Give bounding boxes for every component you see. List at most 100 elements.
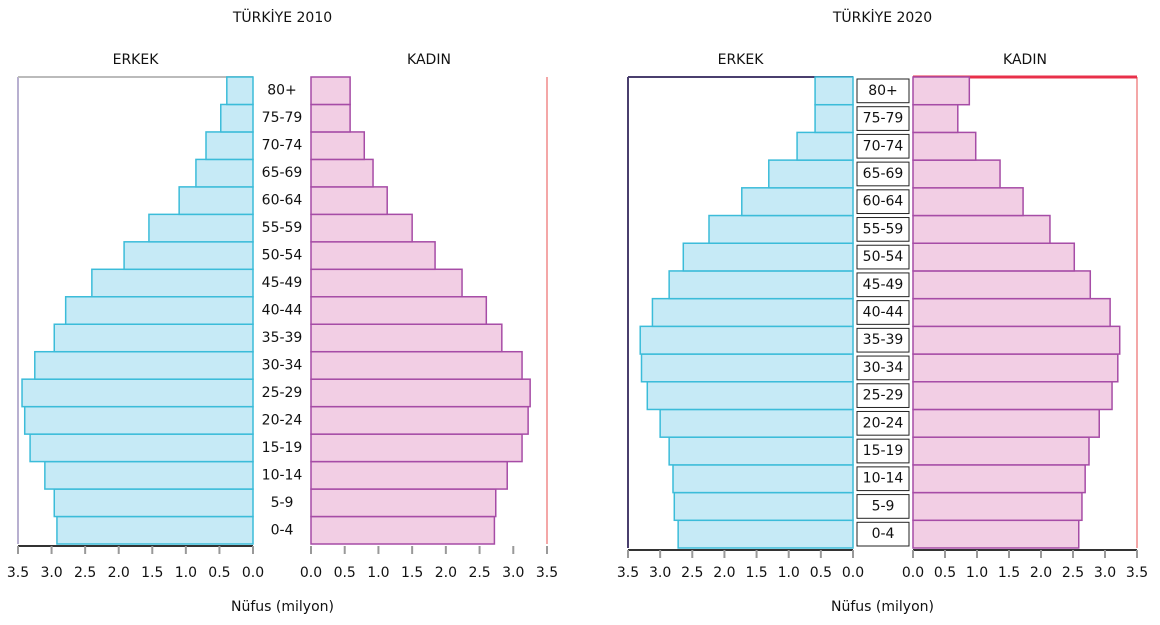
x-tick-label: 1.0 — [778, 565, 800, 581]
category-box — [856, 466, 910, 492]
x-tick-label: 2.0 — [108, 565, 130, 581]
category-label: 20-24 — [863, 415, 904, 431]
male-bar — [668, 436, 854, 466]
x-tick-label: 0.0 — [902, 565, 924, 581]
x-tick-label: 0.5 — [208, 565, 230, 581]
x-tick-label: 0.5 — [934, 565, 956, 581]
female-bar — [310, 515, 496, 545]
male-bar — [677, 519, 854, 549]
female-bar — [912, 408, 1100, 438]
category-label: 40-44 — [863, 305, 904, 321]
male-bar — [814, 103, 854, 134]
category-label: 35-39 — [262, 330, 303, 346]
female-bar — [912, 242, 1076, 272]
category-box — [856, 161, 910, 187]
category-box — [856, 300, 910, 325]
category-box — [856, 410, 910, 436]
female-bar — [310, 131, 366, 161]
female-bar — [310, 323, 503, 353]
female-bar — [912, 131, 977, 161]
category-label: 80+ — [267, 83, 297, 99]
chart-title: TÜRKİYE 2020 — [832, 8, 932, 26]
female-bar — [912, 159, 1001, 189]
x-tick-label: 2.5 — [681, 565, 703, 581]
legend-label: KADIN — [1003, 52, 1047, 68]
x-tick-label: 3.5 — [1126, 565, 1148, 581]
category-label: 45-49 — [863, 277, 904, 293]
male-bar — [53, 323, 254, 353]
female-bar — [310, 378, 531, 408]
male-bar — [640, 353, 854, 383]
female-bar — [310, 268, 463, 298]
category-label: 0-4 — [271, 522, 294, 538]
category-box — [856, 494, 910, 519]
female-bar — [912, 325, 1121, 355]
category-label: 25-29 — [262, 385, 303, 401]
category-box — [856, 272, 910, 298]
female-bar — [310, 76, 351, 106]
x-tick-label: 0.0 — [842, 565, 864, 581]
category-label: 80+ — [868, 83, 898, 99]
male-bar — [21, 378, 254, 408]
category-box — [856, 78, 910, 104]
category-label: 35-39 — [863, 332, 904, 348]
female-bar — [912, 270, 1092, 300]
female-bar — [310, 158, 374, 188]
male-bar — [220, 103, 254, 133]
male-bar — [148, 213, 254, 243]
category-label: 50-54 — [262, 248, 303, 264]
male-bar — [672, 464, 854, 494]
category-label: 40-44 — [262, 303, 303, 319]
male-bar — [44, 460, 254, 490]
x-tick-label: 1.5 — [998, 565, 1020, 581]
male-bar — [741, 187, 854, 217]
x-tick-label: 3.0 — [502, 565, 524, 581]
legend-label: KADIN — [407, 52, 451, 68]
x-tick-label: 1.0 — [175, 565, 197, 581]
male-bar — [91, 268, 254, 298]
male-bar — [53, 488, 254, 518]
x-tick-label: 2.5 — [1062, 565, 1084, 581]
category-box — [856, 383, 910, 408]
category-label: 30-34 — [863, 360, 904, 376]
x-tick-label: 1.5 — [141, 565, 163, 581]
male-bar — [64, 296, 254, 325]
female-bar — [912, 436, 1090, 466]
female-bar — [310, 405, 529, 435]
female-bar — [310, 488, 497, 518]
male-bar — [639, 325, 854, 355]
male-bar — [123, 241, 254, 271]
male-bar — [768, 159, 854, 189]
x-tick-label: 1.5 — [745, 565, 767, 581]
category-label: 10-14 — [262, 467, 303, 483]
x-axis-label: Nüfus (milyon) — [831, 599, 934, 615]
female-bar — [310, 103, 351, 133]
x-tick-label: 0.5 — [334, 565, 356, 581]
female-bar — [310, 186, 388, 216]
category-label: 15-19 — [262, 440, 303, 456]
x-tick-label: 1.0 — [966, 565, 988, 581]
female-bar — [912, 353, 1119, 383]
category-label: 70-74 — [863, 138, 904, 154]
category-label: 65-69 — [863, 166, 904, 182]
female-bar — [310, 296, 488, 325]
male-bar — [195, 158, 254, 188]
category-box — [856, 327, 910, 353]
x-tick-label: 1.0 — [367, 565, 389, 581]
male-bar — [178, 186, 254, 216]
category-label: 20-24 — [262, 412, 303, 428]
category-box — [856, 133, 910, 159]
female-bar — [912, 519, 1080, 549]
x-tick-label: 0.5 — [810, 565, 832, 581]
category-label: 5-9 — [872, 498, 895, 514]
category-label: 25-29 — [863, 388, 904, 404]
x-tick-label: 2.0 — [713, 565, 735, 581]
female-bar — [912, 381, 1113, 411]
male-bar — [673, 491, 854, 522]
category-box — [856, 438, 910, 464]
chart-title: TÜRKİYE 2010 — [232, 8, 332, 26]
female-bar — [912, 76, 971, 106]
male-bar — [23, 405, 254, 435]
category-label: 50-54 — [863, 249, 904, 265]
